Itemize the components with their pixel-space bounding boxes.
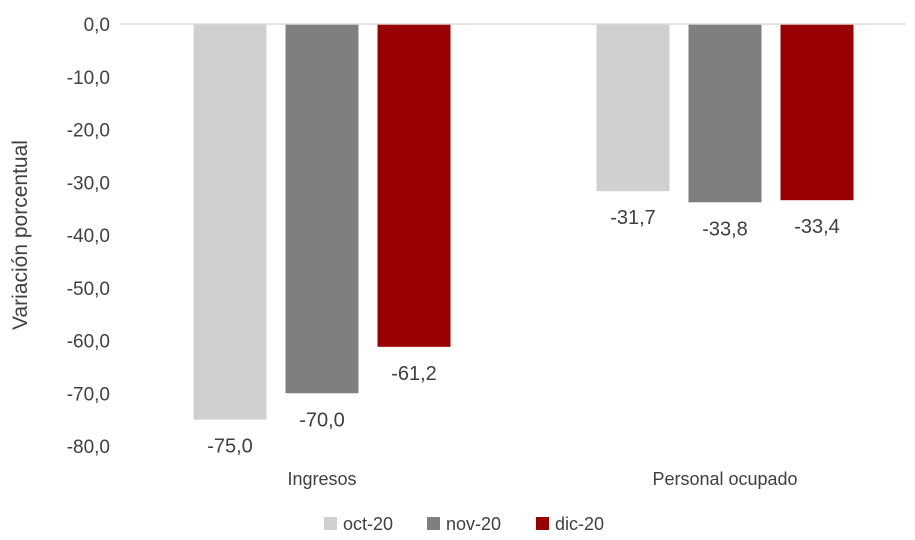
legend-label: nov-20 — [446, 514, 501, 534]
legend-label: oct-20 — [343, 514, 393, 534]
y-tick-label: -20,0 — [67, 121, 110, 142]
y-tick-label: -40,0 — [67, 226, 110, 247]
data-labels: -75,0 -70,0 -61,2 -31,7 -33,8 -33,4 — [207, 207, 840, 457]
category-label: Ingresos — [287, 469, 356, 489]
bar-nov-20-personal-ocupado — [688, 24, 762, 203]
y-tick-label: -70,0 — [67, 384, 110, 405]
bar-oct-20-ingresos — [193, 24, 267, 420]
category-labels: Ingresos Personal ocupado — [287, 469, 797, 489]
data-label: -31,7 — [610, 207, 656, 229]
legend-label: dic-20 — [555, 514, 604, 534]
bar-dic-20-ingresos — [377, 24, 451, 347]
bar-oct-20-personal-ocupado — [596, 24, 670, 192]
legend-swatch-oct-20 — [324, 517, 337, 530]
legend: oct-20 nov-20 dic-20 — [324, 514, 604, 534]
y-tick-label: -10,0 — [67, 68, 110, 89]
bar-nov-20-ingresos — [285, 24, 359, 394]
data-label: -70,0 — [299, 409, 345, 431]
y-tick-label: -30,0 — [67, 173, 110, 194]
bars — [193, 24, 854, 420]
bar-dic-20-personal-ocupado — [780, 24, 854, 201]
y-tick-label: -60,0 — [67, 332, 110, 353]
y-tick-label: 0,0 — [84, 15, 110, 36]
data-label: -75,0 — [207, 436, 253, 458]
data-label: -33,8 — [702, 218, 748, 240]
y-tick-label: -80,0 — [67, 437, 110, 458]
legend-swatch-nov-20 — [427, 517, 440, 530]
legend-swatch-dic-20 — [536, 517, 549, 530]
y-tick-label: -50,0 — [67, 279, 110, 300]
y-axis-ticks: 0,0 -10,0 -20,0 -30,0 -40,0 -50,0 -60,0 -70,0 -8… — [67, 15, 110, 458]
y-axis-title: Variación porcentual — [9, 140, 32, 330]
data-label: -33,4 — [794, 216, 840, 238]
data-label: -61,2 — [391, 363, 437, 385]
category-label: Personal ocupado — [652, 469, 797, 489]
